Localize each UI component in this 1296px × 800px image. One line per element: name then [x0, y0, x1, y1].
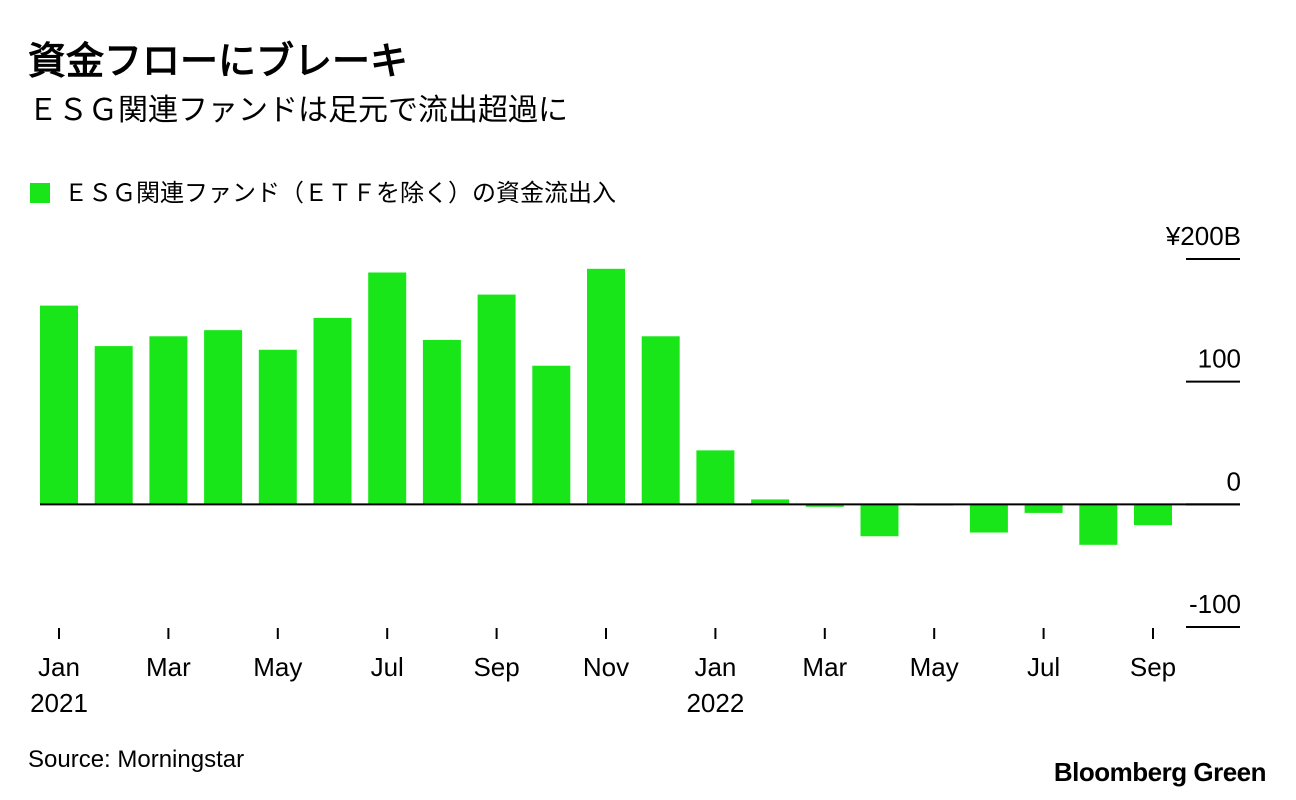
x-axis: Jan 2021 Mar May Jul Sep Nov Jan 2022 Mar May Jul Se… — [30, 628, 1176, 718]
x-tick-label: Mar — [802, 652, 847, 682]
bar — [696, 450, 735, 505]
bar — [641, 336, 680, 505]
bar — [805, 504, 844, 507]
bars — [40, 268, 1172, 545]
x-tick-label: Jan — [38, 652, 80, 682]
x-tick-label: May — [910, 652, 959, 682]
x-tick-label: Sep — [1130, 652, 1176, 682]
bar — [1134, 504, 1172, 526]
bar — [860, 504, 899, 537]
bar — [204, 330, 243, 505]
bar — [532, 365, 571, 505]
x-tick-label: Jul — [1027, 652, 1060, 682]
chart-title: 資金フローにブレーキ — [28, 39, 409, 83]
bar — [477, 294, 516, 505]
y-tick-label: 100 — [1198, 344, 1241, 374]
bar — [258, 349, 297, 505]
legend-swatch — [30, 183, 50, 203]
brand-logo: Bloomberg Green — [1053, 757, 1267, 787]
bar — [40, 305, 78, 505]
bar — [149, 336, 188, 505]
x-tick-label: Sep — [473, 652, 519, 682]
bar — [751, 499, 790, 505]
bar — [313, 317, 352, 505]
y-tick-label: 0 — [1227, 466, 1241, 496]
y-axis: ¥200B 100 0 -100 — [1165, 221, 1241, 628]
bar — [1024, 504, 1063, 513]
x-tick-label: Jan — [694, 652, 736, 682]
chart-subtitle: ＥＳＧ関連ファンドは足元で流出超過に — [28, 93, 568, 128]
bar — [422, 339, 461, 505]
bar — [969, 504, 1008, 533]
bar — [368, 272, 407, 505]
bar — [94, 346, 133, 505]
bar — [1079, 504, 1118, 545]
y-tick-label: -100 — [1189, 589, 1241, 619]
bar — [587, 268, 625, 505]
source-note: Source: Morningstar — [28, 746, 245, 773]
x-year-label: 2022 — [686, 688, 744, 718]
x-year-label: 2021 — [30, 688, 88, 718]
y-tick-label: ¥200B — [1165, 221, 1241, 251]
legend-label: ＥＳＧ関連ファンド（ＥＴＦを除く）の資金流出入 — [64, 179, 616, 207]
x-tick-label: Nov — [583, 652, 629, 682]
x-tick-label: May — [253, 652, 302, 682]
legend: ＥＳＧ関連ファンド（ＥＴＦを除く）の資金流出入 — [30, 177, 616, 209]
x-tick-label: Jul — [371, 652, 404, 682]
x-tick-label: Mar — [146, 652, 191, 682]
